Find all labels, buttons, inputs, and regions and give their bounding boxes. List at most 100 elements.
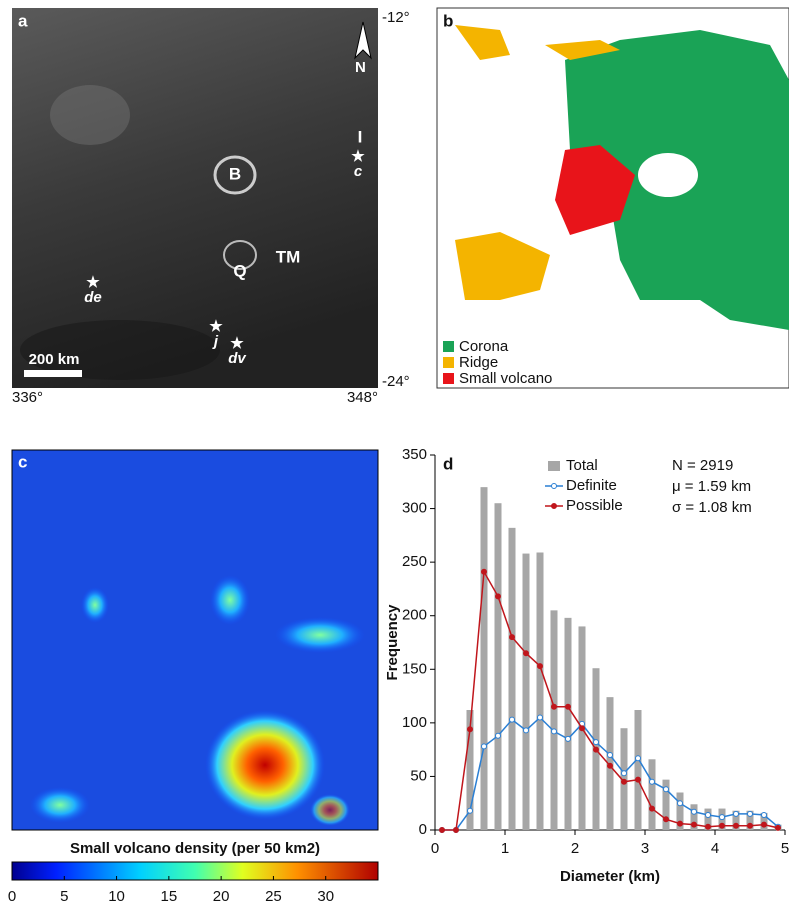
series-point — [468, 808, 473, 813]
y-tick-label: 0 — [419, 821, 427, 838]
series-point — [720, 815, 725, 820]
series-point — [776, 825, 781, 830]
series-point — [552, 704, 557, 709]
bar — [523, 554, 530, 830]
scale-bar — [24, 370, 82, 377]
panel-label: b — [443, 11, 453, 30]
site-label: dv — [228, 350, 247, 367]
legend-label: Total — [566, 457, 598, 474]
series-point — [594, 740, 599, 745]
bar — [537, 553, 544, 831]
x-tick-label: 2 — [571, 840, 579, 857]
series-point — [538, 664, 543, 669]
legend-label: Ridge — [459, 354, 498, 371]
y-tick-label: 350 — [402, 446, 427, 463]
legend-swatch — [443, 341, 454, 352]
y-tick-label: 200 — [402, 607, 427, 624]
colorbar-tick-label: 30 — [317, 888, 334, 905]
y-axis-label: Frequency — [384, 604, 401, 681]
y-tick-label: 50 — [410, 767, 427, 784]
series-point — [622, 779, 627, 784]
density-peak — [210, 575, 250, 625]
page: aBQTMI★de★j★dv★c200 kmN-12°-24°336°348°b… — [0, 0, 789, 908]
bar — [635, 710, 642, 830]
panel-label: a — [18, 11, 28, 30]
legend-label: Corona — [459, 338, 509, 355]
hole — [638, 153, 698, 197]
series-point — [524, 728, 529, 733]
series-point — [734, 811, 739, 816]
density-peak — [30, 787, 90, 823]
series-point — [524, 651, 529, 656]
feature-label: B — [229, 164, 241, 183]
series-point — [678, 801, 683, 806]
series-point — [538, 715, 543, 720]
colorbar-tick-label: 20 — [213, 888, 230, 905]
series-point — [594, 747, 599, 752]
series-point — [454, 828, 459, 833]
series-point — [482, 744, 487, 749]
series-point — [580, 726, 585, 731]
series-point — [468, 727, 473, 732]
north-label: N — [355, 59, 366, 76]
colorbar-title: Small volcano density (per 50 km2) — [70, 840, 320, 857]
x-tick-label: 0 — [431, 840, 439, 857]
series-point — [734, 823, 739, 828]
y-tick-label: 150 — [402, 660, 427, 677]
y-tick-label: 250 — [402, 553, 427, 570]
series-point — [692, 822, 697, 827]
colorbar — [12, 862, 378, 880]
series-point — [650, 779, 655, 784]
legend-dot — [552, 504, 557, 509]
feature-label: TM — [276, 247, 301, 266]
density-peak — [81, 587, 109, 623]
x-tick-label: 4 — [711, 840, 719, 857]
series-point — [762, 822, 767, 827]
site-label: de — [84, 289, 102, 306]
stat-label: σ = 1.08 km — [672, 499, 752, 516]
stat-label: μ = 1.59 km — [672, 478, 751, 495]
bar — [649, 759, 656, 830]
series-point — [650, 806, 655, 811]
lat-label: -12° — [382, 9, 410, 26]
bar — [481, 487, 488, 830]
lon-label: 336° — [12, 389, 43, 406]
site-label: c — [354, 163, 363, 180]
stat-label: N = 2919 — [672, 457, 733, 474]
lon-label: 348° — [347, 389, 378, 406]
series-point — [496, 594, 501, 599]
bar — [551, 610, 558, 830]
legend-swatch — [443, 373, 454, 384]
legend-swatch — [443, 357, 454, 368]
legend-label: Possible — [566, 497, 623, 514]
colorbar-tick-label: 15 — [161, 888, 178, 905]
series-point — [636, 756, 641, 761]
colorbar-tick-label: 10 — [108, 888, 125, 905]
x-tick-label: 3 — [641, 840, 649, 857]
feature-label: Q — [233, 261, 246, 280]
series-point — [748, 811, 753, 816]
lat-label: -24° — [382, 373, 410, 390]
y-tick-label: 100 — [402, 714, 427, 731]
bar — [495, 503, 502, 830]
series-point — [664, 817, 669, 822]
series-point — [706, 813, 711, 818]
series-point — [692, 809, 697, 814]
colorbar-tick-label: 0 — [8, 888, 16, 905]
colorbar-tick-label: 25 — [265, 888, 282, 905]
series-point — [496, 733, 501, 738]
site-label: j — [212, 333, 219, 350]
feature-label: I — [358, 127, 363, 146]
series-point — [664, 787, 669, 792]
density-peak — [205, 710, 325, 820]
panel-label: d — [443, 454, 453, 473]
series-point — [608, 763, 613, 768]
figure: aBQTMI★de★j★dv★c200 kmN-12°-24°336°348°b… — [0, 0, 789, 908]
scale-label: 200 km — [29, 351, 80, 368]
series-point — [762, 813, 767, 818]
series-point — [678, 821, 683, 826]
series-point — [608, 753, 613, 758]
x-tick-label: 5 — [781, 840, 789, 857]
density-peak — [275, 617, 365, 653]
series-point — [440, 828, 445, 833]
